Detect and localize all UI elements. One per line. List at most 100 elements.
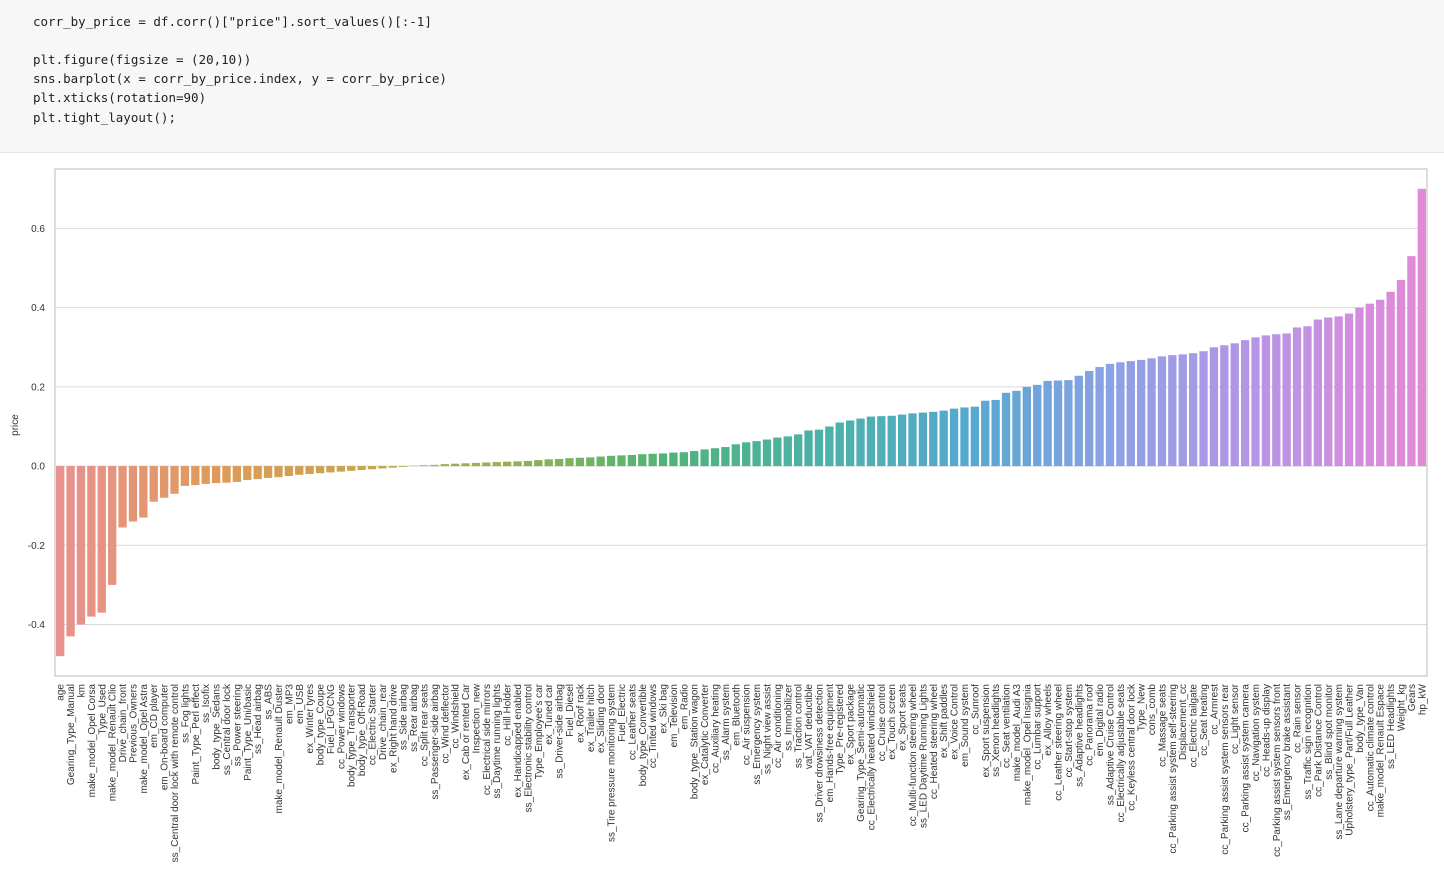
x-tick-label: body_type_Coupe (316, 684, 327, 766)
x-tick-label: ss_ABS (264, 684, 275, 720)
x-tick-label: em_Digital radio (1095, 684, 1106, 757)
x-tick-label: Gears (1407, 684, 1418, 711)
bar (1240, 340, 1250, 467)
x-tick-label: cc_Air suspension (742, 684, 753, 765)
x-tick-label: ss_Adaptive Cruise Control (1105, 684, 1116, 805)
bar (170, 466, 179, 494)
bar (1053, 380, 1063, 467)
x-tick-label: ex_Catalytic Converter (700, 683, 711, 785)
bar (305, 466, 314, 474)
x-tick-label: ss_Side airbag (399, 684, 410, 750)
x-tick-label: Displacement_cc (1178, 684, 1189, 760)
x-tick-label: body_type_Off-Road (357, 684, 368, 776)
x-tick-label: ss_Daytime running lights (492, 684, 503, 799)
bar (1272, 334, 1281, 467)
bar (825, 426, 834, 467)
bar (357, 466, 366, 471)
bar (1022, 386, 1031, 467)
x-tick-label: ss_Rear airbag (409, 684, 420, 752)
x-tick-label: cc_Lumbar support (1033, 684, 1044, 770)
x-tick-label: ss_Xenon headlights (991, 684, 1002, 777)
x-tick-label: Drive_chain_rear (378, 683, 389, 760)
code-line: sns.barplot(x = corr_by_price.index, y =… (33, 71, 447, 86)
bar (1386, 291, 1395, 467)
x-tick-label: hp_kW (1417, 683, 1428, 715)
bar (669, 452, 678, 467)
bar (565, 458, 574, 467)
bar (1168, 355, 1177, 467)
x-tick-label: Paint_Type_Perl effect (191, 684, 202, 785)
bar (638, 454, 647, 467)
x-tick-label: ex_Winter tyres (305, 684, 316, 753)
x-tick-label: cc_Air conditioning (773, 684, 784, 768)
plot-frame (54, 168, 1428, 677)
x-tick-label: cc_Start-stop system (1064, 684, 1075, 777)
x-tick-label: ex_Roof rack (575, 683, 586, 743)
x-tick-label: cc_Parking assist system sensors rear (1220, 683, 1231, 854)
bar (918, 412, 928, 467)
bar (419, 465, 429, 467)
y-tick-label: 0.2 (31, 382, 45, 393)
x-tick-label: body_type_Sedans (212, 684, 223, 770)
x-tick-label: cc_Electrical side mirrors (482, 684, 493, 795)
bar (315, 466, 325, 474)
bar (232, 466, 242, 482)
x-tick-label: make_model_Renault Espace (1376, 684, 1387, 818)
x-tick-label: ex_Right hand drive (388, 684, 399, 773)
bar (1085, 371, 1094, 467)
x-tick-label: body_type_Van (1355, 684, 1366, 753)
bar (897, 414, 907, 467)
bar (1012, 390, 1021, 467)
bar (1303, 326, 1312, 467)
bar (451, 463, 460, 467)
bar (752, 441, 761, 467)
x-tick-label: cc_Electrically adjustable seats (1116, 684, 1127, 822)
x-tick-label: ss_Head airbag (253, 684, 264, 754)
x-tick-label: ex_Trailer hitch (586, 684, 597, 752)
bar (336, 466, 345, 472)
x-tick-label: Weight_kg (1397, 684, 1408, 731)
x-tick-label: ex_Sport suspension (981, 684, 992, 777)
bar (1199, 351, 1208, 467)
bar (877, 416, 886, 467)
x-tick-label: ex_Voice Control (950, 684, 961, 760)
x-tick-label: ss_Traffic sign recognition (1303, 684, 1314, 800)
bar (87, 466, 96, 617)
code-cell: corr_by_price = df.corr()["price"].sort_… (0, 0, 1444, 153)
bar (1230, 343, 1239, 467)
x-tick-label: cc_Keyless central door lock (1126, 683, 1137, 811)
x-tick-label: cc_Parking assist system camera (1241, 684, 1252, 833)
bar (284, 466, 294, 476)
bar (1417, 188, 1426, 467)
x-tick-label: ss_Tire pressure monitoring system (607, 684, 618, 842)
x-tick-label: cc_Park Distance Control (1313, 684, 1324, 797)
x-tick-label: cc_Parking assist system self-steering (1168, 684, 1179, 854)
x-tick-label: cc_Seat ventilation (1002, 684, 1013, 768)
x-tick-label: Fuel_Electric (617, 684, 628, 742)
x-tick-label: ss_Driver drowsiness detection (814, 684, 825, 822)
x-tick-label: Gearing_Type_Manual (66, 684, 77, 785)
bar (1365, 303, 1374, 467)
x-tick-label: ss_Isofix (201, 684, 212, 723)
x-tick-label: make_model_Opel Astra (139, 684, 150, 794)
x-tick-label: ss_Traction control (794, 684, 805, 768)
bar (721, 447, 730, 467)
bar (981, 400, 990, 467)
x-tick-label: cc_Electric tailgate (1189, 684, 1200, 768)
bar (773, 437, 782, 467)
bar (1376, 299, 1385, 467)
bar (1001, 392, 1011, 467)
bar (606, 455, 616, 467)
x-tick-label: ss_Central door lock with remote control (170, 684, 181, 862)
bar (804, 430, 813, 467)
bar (1313, 319, 1323, 467)
x-tick-label: ss_Immobilizer (783, 683, 794, 750)
y-tick-label: -0.2 (28, 541, 46, 552)
bar (118, 466, 127, 528)
bar (430, 464, 439, 467)
x-tick-label: ss_Alarm system (721, 684, 732, 760)
x-tick-label: cc_Parking assist system sensors front (1272, 684, 1283, 857)
y-tick-label: 0.6 (31, 224, 45, 235)
x-tick-label: Drive_chain_front (118, 684, 129, 763)
